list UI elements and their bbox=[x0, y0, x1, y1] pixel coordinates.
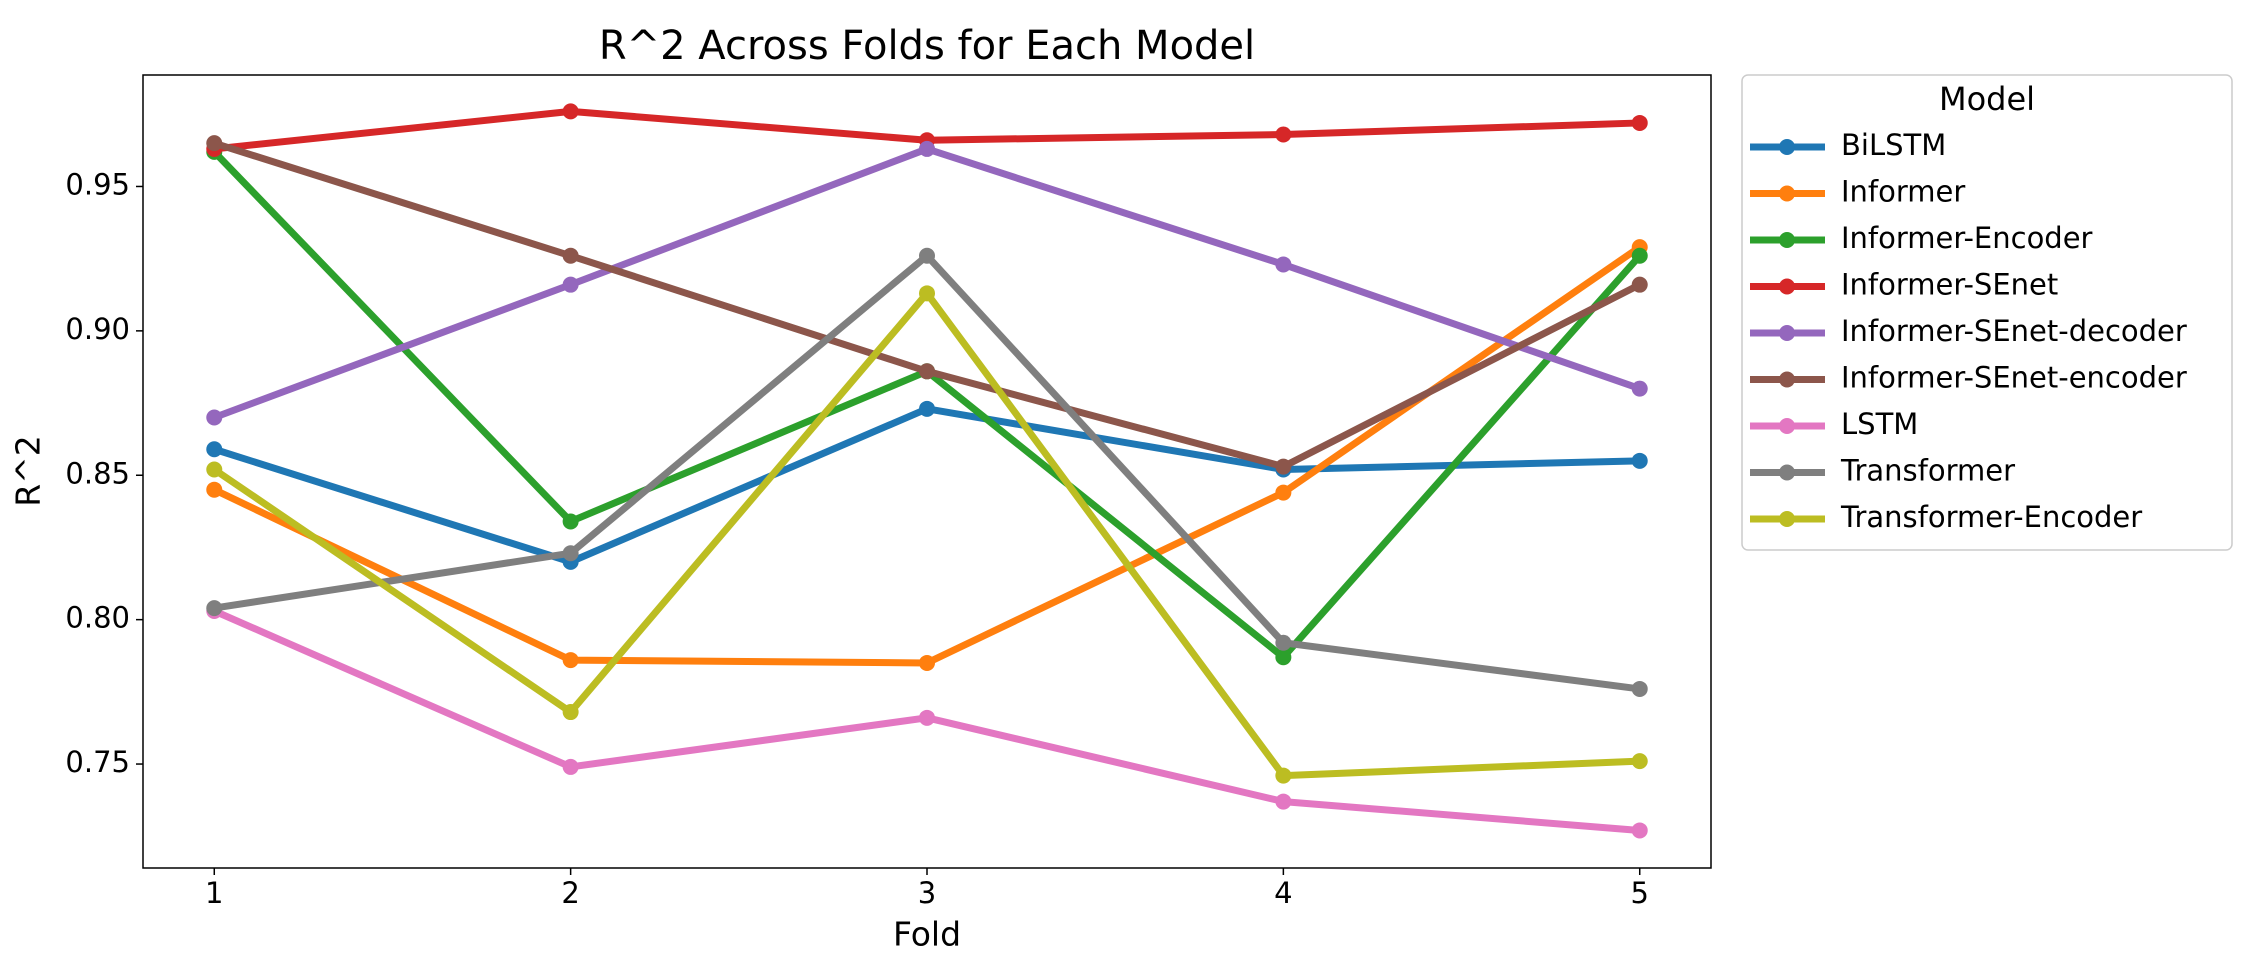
legend-title: Model bbox=[1939, 80, 2035, 118]
data-point bbox=[206, 135, 223, 152]
x-tick-label: 1 bbox=[205, 876, 223, 910]
data-point bbox=[1631, 680, 1648, 697]
y-tick-label: 0.90 bbox=[65, 312, 130, 346]
y-tick-label: 0.95 bbox=[65, 167, 130, 201]
data-point bbox=[562, 545, 579, 562]
data-point bbox=[206, 461, 223, 478]
data-point bbox=[562, 247, 579, 264]
data-point bbox=[919, 654, 935, 671]
data-point bbox=[919, 285, 935, 302]
x-axis-label: Fold bbox=[893, 915, 961, 954]
legend-marker bbox=[1779, 371, 1795, 388]
data-point bbox=[1275, 634, 1292, 651]
series-line bbox=[213, 252, 1641, 693]
data-point bbox=[1275, 484, 1292, 501]
x-tick-label: 4 bbox=[1274, 876, 1292, 910]
data-point bbox=[206, 441, 223, 458]
legend-label: LSTM bbox=[1841, 407, 1918, 441]
legend-label: Informer-SEnet-encoder bbox=[1841, 361, 2187, 395]
x-tick-label: 3 bbox=[918, 876, 936, 910]
data-point bbox=[1631, 114, 1648, 131]
legend-marker bbox=[1779, 139, 1795, 155]
y-tick-label: 0.85 bbox=[65, 456, 130, 490]
data-point bbox=[562, 513, 579, 530]
legend-label: Transformer bbox=[1840, 454, 2015, 488]
legend-label: Informer bbox=[1841, 175, 1965, 209]
legend-marker bbox=[1779, 232, 1795, 248]
data-point bbox=[919, 363, 935, 380]
data-point bbox=[206, 481, 223, 498]
data-point bbox=[1275, 767, 1292, 784]
data-point bbox=[1631, 380, 1648, 397]
legend-marker bbox=[1779, 325, 1795, 341]
data-point bbox=[919, 140, 935, 157]
series-line bbox=[212, 244, 1642, 667]
data-point bbox=[1631, 276, 1648, 293]
data-point bbox=[1275, 126, 1292, 143]
y-tick-label: 0.80 bbox=[65, 601, 130, 635]
data-point bbox=[562, 276, 579, 293]
data-point bbox=[1275, 793, 1292, 810]
x-tick-label: 2 bbox=[561, 876, 579, 910]
data-point bbox=[1275, 458, 1292, 475]
data-point bbox=[1631, 452, 1648, 469]
data-point bbox=[919, 247, 935, 264]
legend-label: Informer-Encoder bbox=[1841, 221, 2093, 255]
legend-marker bbox=[1779, 464, 1795, 481]
data-point bbox=[562, 652, 579, 669]
y-tick-label: 0.75 bbox=[65, 745, 130, 779]
legend-marker bbox=[1779, 185, 1795, 202]
data-point bbox=[206, 600, 223, 617]
series-line bbox=[213, 405, 1640, 566]
series-line bbox=[213, 139, 1642, 471]
y-axis-label: R^2 bbox=[9, 435, 48, 507]
legend-box bbox=[1741, 74, 2233, 551]
data-point bbox=[1631, 247, 1648, 264]
data-point bbox=[562, 704, 579, 721]
data-point bbox=[919, 709, 935, 726]
data-point bbox=[919, 400, 935, 417]
legend-marker bbox=[1779, 278, 1795, 295]
legend-marker bbox=[1779, 511, 1795, 527]
data-point bbox=[206, 409, 223, 426]
data-point bbox=[1631, 822, 1648, 839]
data-point bbox=[1275, 649, 1292, 666]
legend-label: BiLSTM bbox=[1841, 128, 1946, 162]
data-point bbox=[1631, 753, 1648, 770]
data-point bbox=[562, 758, 579, 775]
x-tick-label: 5 bbox=[1631, 876, 1649, 910]
legend-label: Transformer-Encoder bbox=[1840, 500, 2142, 534]
data-point bbox=[1275, 256, 1292, 273]
data-point bbox=[562, 103, 579, 120]
chart-title: R^2 Across Folds for Each Model bbox=[599, 23, 1255, 69]
legend-marker bbox=[1779, 418, 1795, 434]
legend-label: Informer-SEnet-decoder bbox=[1841, 314, 2187, 348]
legend-label: Informer-SEnet bbox=[1841, 268, 2058, 302]
